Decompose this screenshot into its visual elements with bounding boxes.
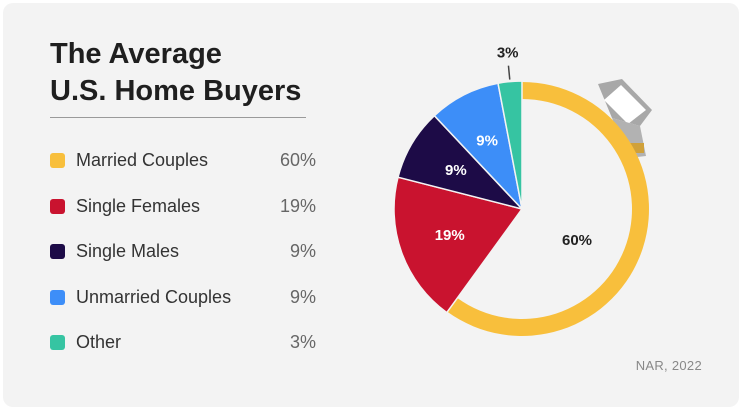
legend-value: 60% bbox=[279, 150, 316, 170]
legend-swatch bbox=[50, 244, 65, 259]
legend-label: Single Females bbox=[76, 195, 201, 216]
slice-label-single-females: 19% bbox=[435, 227, 465, 244]
legend-item-unmarried-couples: Unmarried Couples 9% bbox=[50, 284, 316, 330]
legend-label: Other bbox=[76, 332, 122, 352]
title-line-2: U.S. Home Buyers bbox=[50, 75, 302, 107]
slice-leader-line bbox=[507, 65, 511, 80]
title-line-1: The Average bbox=[50, 38, 222, 70]
legend-swatch bbox=[50, 198, 65, 214]
legend-item-married-couples: Married Couples 60% bbox=[50, 147, 316, 193]
pie-slice-married-couples bbox=[447, 82, 650, 337]
slice-label-married-couples: 60% bbox=[562, 232, 592, 249]
legend-swatch bbox=[50, 153, 65, 168]
legend-item-single-females: Single Females 19% bbox=[50, 193, 316, 239]
pie-slice-other bbox=[497, 80, 523, 210]
slice-label-unmarried-couples: 9% bbox=[476, 133, 498, 150]
legend-label: Unmarried Couples bbox=[76, 286, 232, 307]
legend-swatch bbox=[50, 289, 65, 305]
legend-label: Married Couples bbox=[76, 150, 209, 170]
infographic-card bbox=[3, 3, 739, 407]
title-divider bbox=[50, 117, 306, 118]
legend-label: Single Males bbox=[76, 241, 180, 261]
legend-value: 19% bbox=[279, 195, 316, 216]
legend-value: 9% bbox=[289, 286, 316, 307]
legend-item-other: Other 3% bbox=[50, 329, 316, 375]
legend-swatch bbox=[50, 335, 65, 350]
legend-value: 3% bbox=[289, 332, 316, 352]
source-note: NAR, 2022 bbox=[635, 358, 702, 373]
legend-value: 9% bbox=[289, 241, 316, 261]
ring-gem-icon bbox=[598, 79, 652, 158]
pie-slice-single-females bbox=[393, 176, 524, 314]
slice-label-single-males: 9% bbox=[445, 162, 467, 179]
page-title: The Average U.S. Home Buyers bbox=[50, 36, 330, 110]
legend: Married Couples 60% Single Females 19% S… bbox=[50, 147, 316, 375]
slice-label-other: 3% bbox=[497, 45, 519, 62]
legend-item-single-males: Single Males 9% bbox=[50, 238, 316, 284]
